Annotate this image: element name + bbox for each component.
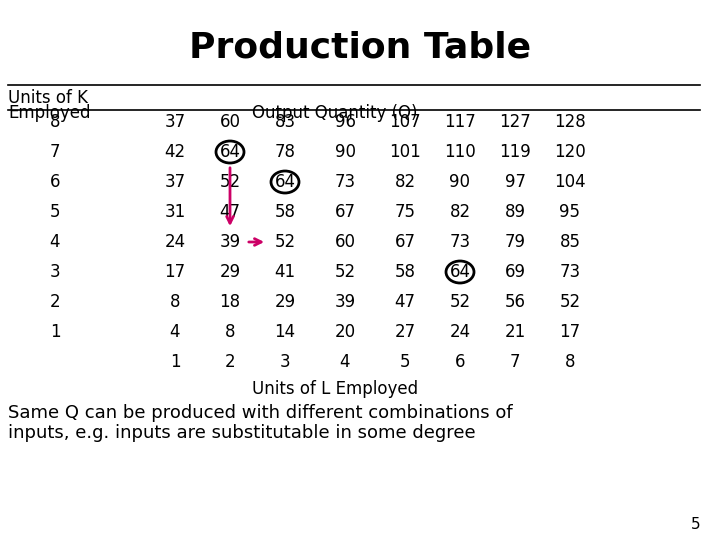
- Text: 79: 79: [505, 233, 526, 251]
- Text: 75: 75: [395, 203, 415, 221]
- Text: 39: 39: [220, 233, 240, 251]
- Text: 52: 52: [449, 293, 471, 311]
- Text: 110: 110: [444, 143, 476, 161]
- Text: 64: 64: [449, 263, 470, 281]
- Text: 20: 20: [334, 323, 356, 341]
- Text: 8: 8: [564, 353, 575, 371]
- Text: 60: 60: [335, 233, 356, 251]
- Text: 67: 67: [395, 233, 415, 251]
- Text: 14: 14: [274, 323, 296, 341]
- Text: 4: 4: [170, 323, 180, 341]
- Text: 73: 73: [559, 263, 580, 281]
- Text: 78: 78: [274, 143, 295, 161]
- Text: 60: 60: [220, 113, 240, 131]
- Text: 7: 7: [50, 143, 60, 161]
- Text: 73: 73: [334, 173, 356, 191]
- Text: Production Table: Production Table: [189, 30, 531, 64]
- Text: 89: 89: [505, 203, 526, 221]
- Text: Same Q can be produced with different combinations of: Same Q can be produced with different co…: [8, 404, 513, 422]
- Text: 42: 42: [164, 143, 186, 161]
- Text: 128: 128: [554, 113, 586, 131]
- Text: Units of K: Units of K: [8, 89, 88, 107]
- Text: 1: 1: [170, 353, 180, 371]
- Text: 8: 8: [170, 293, 180, 311]
- Text: 83: 83: [274, 113, 296, 131]
- Text: 47: 47: [395, 293, 415, 311]
- Text: 1: 1: [50, 323, 60, 341]
- Text: 37: 37: [164, 173, 186, 191]
- Text: 8: 8: [50, 113, 60, 131]
- Text: 21: 21: [505, 323, 526, 341]
- Text: 5: 5: [690, 517, 700, 532]
- Text: 31: 31: [164, 203, 186, 221]
- Text: 69: 69: [505, 263, 526, 281]
- Text: 58: 58: [395, 263, 415, 281]
- Text: 37: 37: [164, 113, 186, 131]
- Text: 4: 4: [50, 233, 60, 251]
- Text: Output Quantity (Q): Output Quantity (Q): [252, 104, 418, 122]
- Text: 24: 24: [449, 323, 471, 341]
- Text: 18: 18: [220, 293, 240, 311]
- Text: 96: 96: [335, 113, 356, 131]
- Text: 2: 2: [50, 293, 60, 311]
- Text: 120: 120: [554, 143, 586, 161]
- Text: 39: 39: [334, 293, 356, 311]
- Text: 64: 64: [274, 173, 295, 191]
- Text: 64: 64: [220, 143, 240, 161]
- Text: 7: 7: [510, 353, 521, 371]
- Text: 56: 56: [505, 293, 526, 311]
- Text: 27: 27: [395, 323, 415, 341]
- Text: 85: 85: [559, 233, 580, 251]
- Text: 82: 82: [395, 173, 415, 191]
- Text: 3: 3: [279, 353, 290, 371]
- Text: 8: 8: [225, 323, 235, 341]
- Text: 29: 29: [274, 293, 296, 311]
- Text: 67: 67: [335, 203, 356, 221]
- Text: 5: 5: [50, 203, 60, 221]
- Text: 29: 29: [220, 263, 240, 281]
- Text: 95: 95: [559, 203, 580, 221]
- Text: 104: 104: [554, 173, 586, 191]
- Text: 82: 82: [449, 203, 471, 221]
- Text: inputs, e.g. inputs are substitutable in some degree: inputs, e.g. inputs are substitutable in…: [8, 424, 476, 442]
- Text: 52: 52: [274, 233, 296, 251]
- Text: 127: 127: [499, 113, 531, 131]
- Text: 90: 90: [335, 143, 356, 161]
- Text: 24: 24: [164, 233, 186, 251]
- Text: 4: 4: [340, 353, 350, 371]
- Text: 5: 5: [400, 353, 410, 371]
- Text: 2: 2: [225, 353, 235, 371]
- Text: 73: 73: [449, 233, 471, 251]
- Text: 52: 52: [559, 293, 580, 311]
- Text: 47: 47: [220, 203, 240, 221]
- Text: 119: 119: [499, 143, 531, 161]
- Text: 117: 117: [444, 113, 476, 131]
- Text: 52: 52: [220, 173, 240, 191]
- Text: 58: 58: [274, 203, 295, 221]
- Text: 107: 107: [390, 113, 420, 131]
- Text: 17: 17: [559, 323, 580, 341]
- Text: 97: 97: [505, 173, 526, 191]
- Text: 52: 52: [334, 263, 356, 281]
- Text: Units of L Employed: Units of L Employed: [252, 380, 418, 398]
- Text: 41: 41: [274, 263, 296, 281]
- Text: 90: 90: [449, 173, 470, 191]
- Text: 101: 101: [389, 143, 421, 161]
- Text: 6: 6: [455, 353, 465, 371]
- Text: 3: 3: [50, 263, 60, 281]
- Text: 6: 6: [50, 173, 60, 191]
- Text: Employed: Employed: [8, 104, 91, 122]
- Text: 17: 17: [164, 263, 186, 281]
